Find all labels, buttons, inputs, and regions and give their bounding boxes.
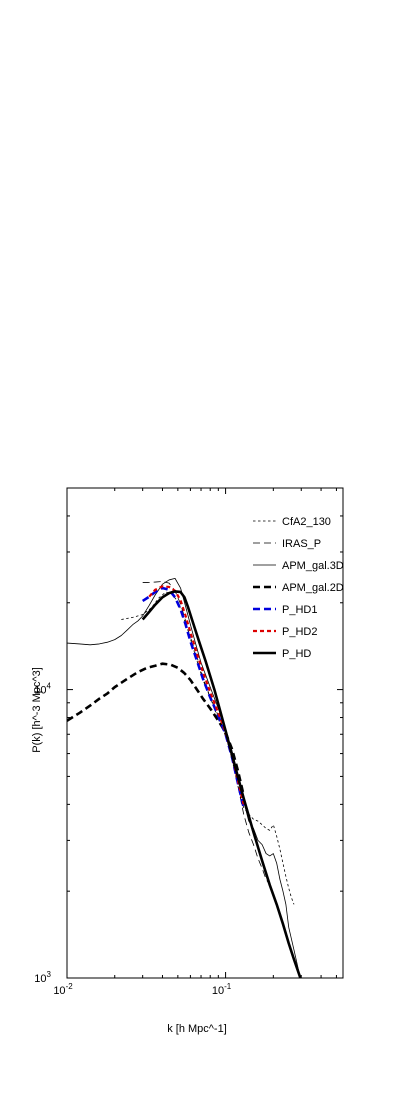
legend-label: CfA2_130 [282, 516, 331, 528]
x-tick-label: 10-1 [212, 982, 232, 997]
plot-frame [66, 487, 344, 979]
legend-label: P_HD2 [282, 626, 317, 638]
series-line-p-hd [141, 590, 302, 978]
y-tick-label: 104 [34, 682, 51, 697]
x-axis-label: k [h Mpc^-1] [167, 1023, 227, 1035]
y-axis-label: P(k) [h^-3 Mpc^3] [31, 667, 43, 753]
series-line-apm-gal-3d [67, 577, 300, 972]
series-line-cfa2-130 [121, 591, 295, 905]
legend-label: IRAS_P [282, 538, 321, 550]
legend-label: APM_gal.2D [282, 582, 344, 594]
series-line-apm-gal-2d [67, 662, 245, 796]
x-tick-label: 10-2 [53, 982, 73, 997]
series-line-iras-p [142, 581, 271, 886]
legend-label: P_HD1 [282, 604, 317, 616]
legend-label: P_HD [282, 648, 311, 660]
legend-label: APM_gal.3D [282, 560, 344, 572]
series-line-p-hd2 [148, 585, 245, 805]
y-tick-label: 103 [34, 970, 51, 985]
